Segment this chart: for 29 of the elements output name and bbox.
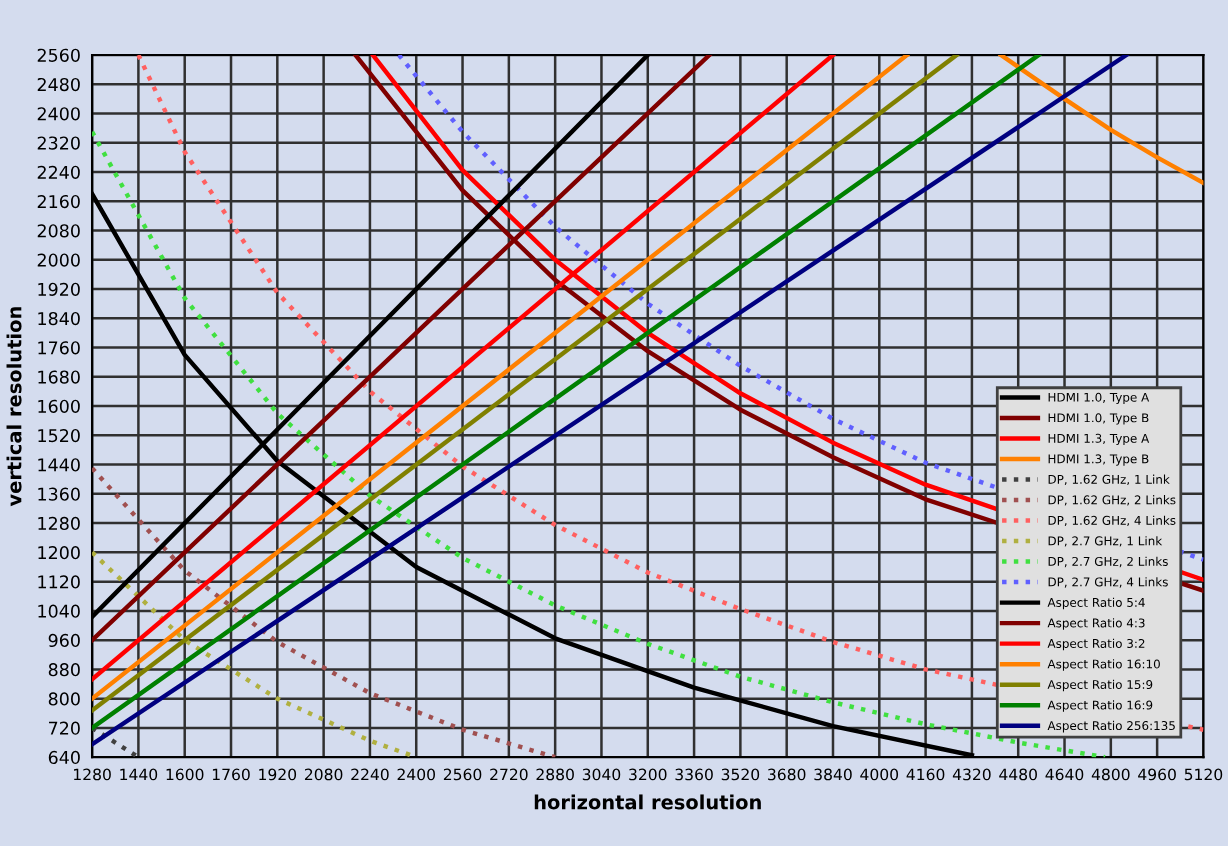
y-tick-label: 1040 <box>38 604 80 618</box>
y-tick-label: 1680 <box>38 370 80 384</box>
y-tick-label: 1840 <box>38 311 80 326</box>
y-tick-label: 1920 <box>38 282 80 296</box>
y-tick-label: 720 <box>49 721 80 735</box>
y-tick-label: 640 <box>48 750 80 765</box>
line-series <box>92 466 558 758</box>
y-tick-label: 1200 <box>38 546 80 560</box>
y-tick-label: 880 <box>48 663 80 677</box>
y-tick-label: 1360 <box>38 487 80 501</box>
y-tick-label: 1280 <box>38 516 80 531</box>
y-tick-label: 2160 <box>37 194 80 209</box>
y-tick-label: 2400 <box>37 107 80 121</box>
y-tick-label: 800 <box>48 692 80 706</box>
y-tick-label: 1440 <box>38 458 80 472</box>
y-tick-label: 960 <box>48 633 80 648</box>
y-tick-label: 2000 <box>37 253 80 267</box>
y-tick-label: 1520 <box>38 429 80 443</box>
x-axis-title: horizontal resolution <box>534 794 761 810</box>
y-tick-label: 2080 <box>37 224 80 238</box>
y-axis-title: vertical resolution <box>6 307 22 507</box>
y-tick-label: 2560 <box>37 48 80 62</box>
y-tick-label: 2320 <box>37 136 80 150</box>
y-tick-label: 2240 <box>37 165 80 179</box>
line-series <box>998 54 1204 186</box>
y-tick-label: 1120 <box>38 575 80 589</box>
y-tick-label: 1600 <box>38 399 80 413</box>
y-tick-label: 2480 <box>37 77 80 92</box>
y-tick-label: 1760 <box>38 341 80 355</box>
